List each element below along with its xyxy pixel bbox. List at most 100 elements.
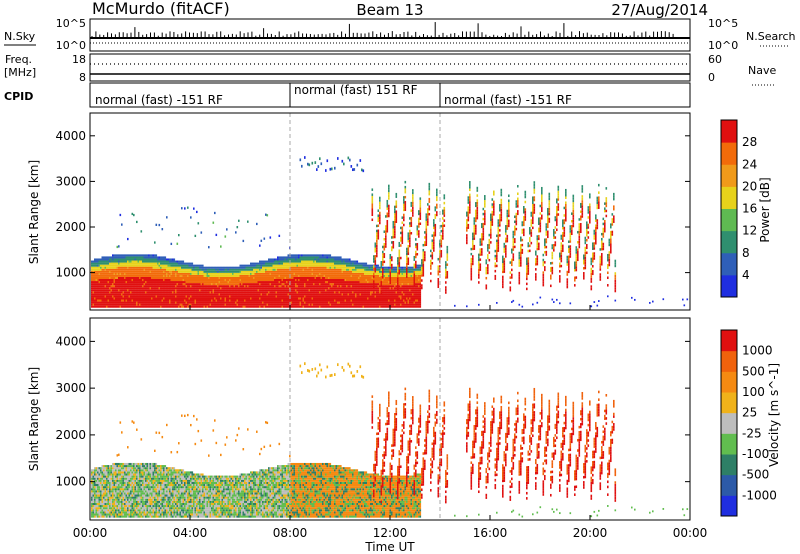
power-echo xyxy=(227,283,230,286)
power-echo xyxy=(250,293,252,296)
power-echo xyxy=(277,264,279,267)
power-echo xyxy=(355,285,357,288)
power-echo xyxy=(341,297,344,300)
power-echo xyxy=(335,301,338,304)
power-echo xyxy=(302,305,305,308)
power-echo xyxy=(155,258,158,261)
power-echo xyxy=(266,301,269,304)
power-echo xyxy=(127,254,129,257)
power-echo xyxy=(253,283,255,286)
power-echo xyxy=(254,283,257,286)
cpid-segment-1: normal (fast) -151 RF xyxy=(95,93,223,107)
power-echo xyxy=(248,270,251,273)
power-echo xyxy=(116,270,119,273)
power-echo xyxy=(152,272,155,275)
power-echo xyxy=(311,283,314,286)
power-echo xyxy=(98,293,101,296)
power-echo xyxy=(166,305,168,308)
power-echo xyxy=(233,283,236,286)
power-echo xyxy=(350,165,353,168)
power-echo xyxy=(295,260,297,263)
power-echo xyxy=(170,270,173,273)
power-echo xyxy=(328,299,330,302)
power-echo xyxy=(106,256,108,259)
power-echo xyxy=(319,299,321,302)
power-echo xyxy=(191,287,194,290)
power-echo xyxy=(328,258,330,261)
power-echo xyxy=(148,268,150,271)
power-echo xyxy=(100,264,102,267)
power-echo xyxy=(227,266,230,269)
power-echo xyxy=(206,297,209,300)
power-echo xyxy=(371,301,374,304)
power-echo xyxy=(272,293,275,296)
power-echo xyxy=(211,295,213,298)
power-echo xyxy=(157,299,159,302)
power-echo xyxy=(238,295,240,298)
power-echo xyxy=(262,281,264,284)
power-echo xyxy=(253,299,255,302)
power-echo xyxy=(104,270,107,273)
power-echo xyxy=(373,295,375,298)
power-echo xyxy=(128,278,131,282)
power-echo xyxy=(295,305,297,308)
power-echo xyxy=(209,285,212,288)
power-echo xyxy=(107,256,110,259)
power-echo xyxy=(142,301,144,304)
power-echo xyxy=(271,268,273,271)
power-echo xyxy=(280,268,282,271)
power-echo xyxy=(382,281,384,284)
power-echo xyxy=(140,301,143,304)
power-echo xyxy=(364,272,366,275)
power-echo xyxy=(170,303,173,306)
power-echo xyxy=(173,285,176,288)
power-echo xyxy=(121,293,123,296)
power-echo xyxy=(271,278,273,282)
power-echo xyxy=(374,244,377,248)
power-echo xyxy=(124,274,126,277)
power-echo xyxy=(262,287,264,290)
power-echo xyxy=(92,281,95,284)
power-echo xyxy=(304,156,306,159)
power-echo xyxy=(152,289,155,292)
power-echo xyxy=(220,245,222,248)
power-echo xyxy=(158,258,161,261)
power-echo xyxy=(245,289,248,292)
power-echo xyxy=(265,297,267,300)
power-echo xyxy=(262,266,264,269)
power-echo xyxy=(250,266,252,269)
power-echo xyxy=(200,287,203,290)
power-echo xyxy=(298,274,300,277)
power-echo xyxy=(199,297,201,300)
power-echo xyxy=(103,260,105,263)
power-echo xyxy=(296,291,299,294)
power-echo xyxy=(326,287,329,290)
power-echo xyxy=(280,295,282,298)
power-echo xyxy=(251,270,254,273)
power-echo xyxy=(329,301,332,304)
power-echo xyxy=(106,272,108,275)
power-echo xyxy=(358,301,360,304)
power-echo xyxy=(181,268,183,271)
power-echo xyxy=(175,305,177,308)
power-echo xyxy=(103,287,105,290)
power-echo xyxy=(125,262,128,265)
power-echo xyxy=(121,295,123,298)
power-echo xyxy=(158,299,161,302)
power-echo xyxy=(353,295,356,298)
power-echo xyxy=(214,211,216,215)
power-echo xyxy=(302,293,305,296)
power-echo xyxy=(91,297,93,300)
power-echo xyxy=(266,291,269,294)
power-echo xyxy=(334,268,336,271)
power-echo xyxy=(134,295,137,298)
power-echo xyxy=(377,301,380,304)
power-echo xyxy=(205,285,207,288)
power-echo xyxy=(109,264,111,267)
power-echo xyxy=(286,274,288,277)
power-echo xyxy=(187,289,189,292)
power-echo xyxy=(382,268,384,271)
power-echo xyxy=(226,301,228,304)
power-echo xyxy=(158,274,161,277)
power-echo xyxy=(139,266,141,269)
